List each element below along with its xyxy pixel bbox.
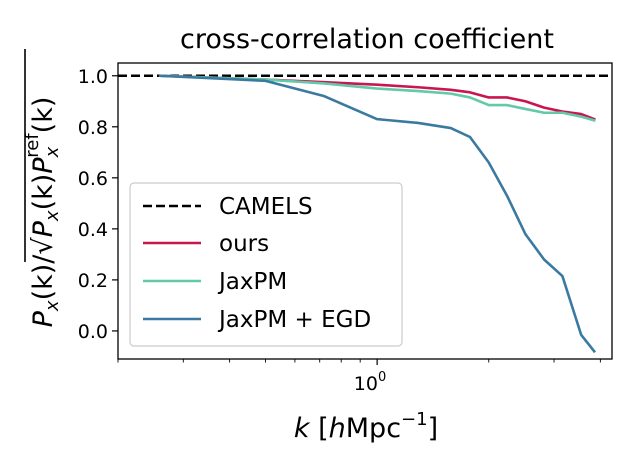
chart-title: cross-correlation coefficient [180, 24, 554, 55]
svg-text:Px(k)/√Px(k)Pxref(k): Px(k)/√Px(k)Pxref(k) [22, 97, 63, 328]
x-tick-label-major: 100 [354, 370, 386, 395]
series-layer [118, 74, 612, 354]
series-line-ours [158, 74, 596, 121]
legend: CAMELS ours JaxPM JaxPM + EGD [129, 182, 403, 347]
legend-label-camels: CAMELS [219, 194, 313, 220]
y-tick-label: 0.4 [78, 219, 108, 241]
y-axis-label: Px(k)/√Px(k)Pxref(k) [22, 49, 63, 327]
series-line-jaxpm [158, 74, 596, 123]
y-tick-label: 1.0 [78, 66, 108, 88]
y-tick-label: 0.0 [78, 321, 108, 343]
y-tick-label: 0.2 [78, 270, 108, 292]
x-axis-label: k [hMpc−1] [294, 409, 438, 444]
legend-label-jaxpm-egd: JaxPM + EGD [217, 307, 371, 333]
y-tick-label: 0.6 [78, 168, 108, 190]
plot-frame [117, 62, 613, 360]
y-axis-ticks: 0.0 0.2 0.4 0.6 0.8 1.0 [78, 66, 118, 343]
y-tick-label: 0.8 [78, 117, 108, 139]
series-line-jaxpm-egd [158, 74, 597, 354]
legend-box [129, 182, 403, 347]
legend-label-ours: ours [219, 231, 269, 257]
x-axis-ticks [117, 359, 601, 365]
legend-label-jaxpm: JaxPM [217, 269, 287, 295]
